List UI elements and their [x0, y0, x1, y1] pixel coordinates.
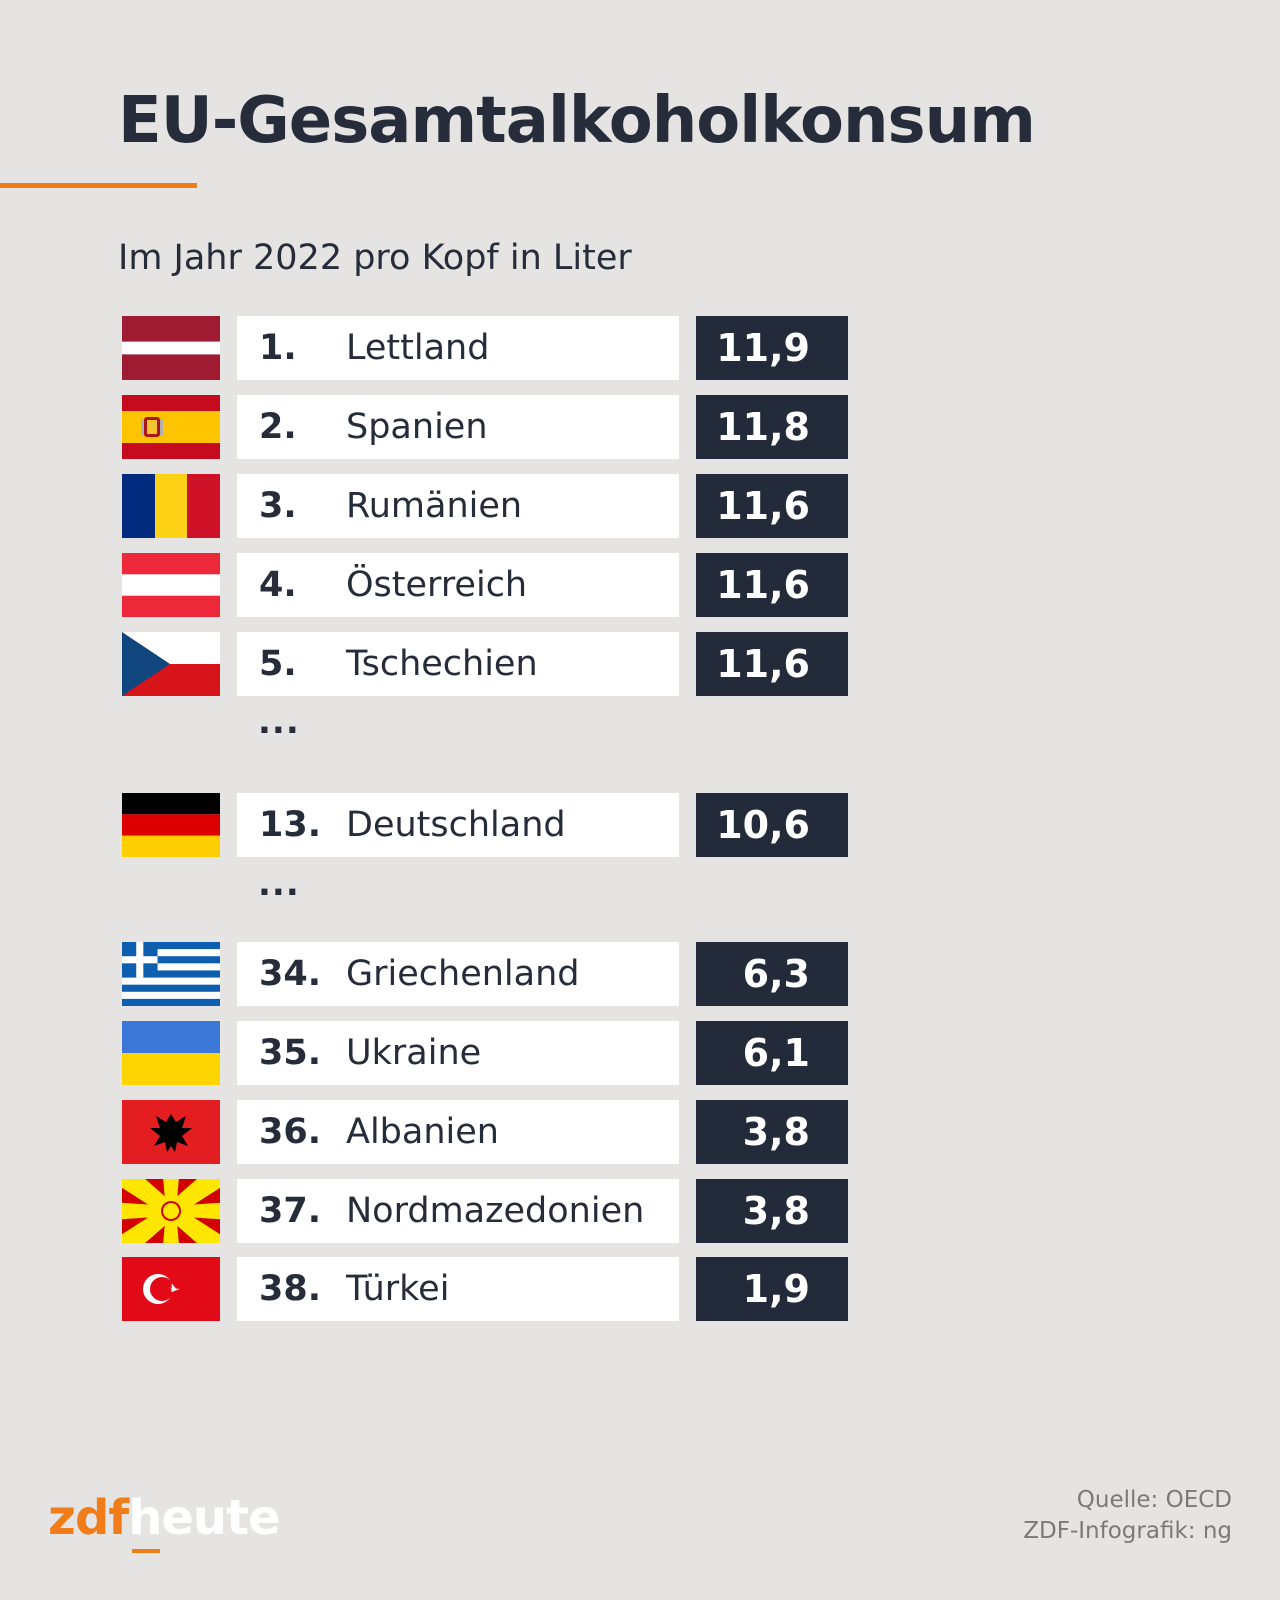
country-name: Albanien [346, 1112, 499, 1152]
value-label: 11,6 [716, 484, 810, 528]
value-cell: 11,8 [696, 395, 848, 459]
value-label: 11,8 [716, 405, 810, 449]
value-label: 1,9 [742, 1267, 810, 1311]
value-cell: 11,9 [696, 316, 848, 380]
country-name: Tschechien [346, 644, 538, 684]
country-name: Griechenland [346, 954, 580, 994]
value-label: 11,6 [716, 563, 810, 607]
country-cell: 5. Tschechien [237, 632, 679, 696]
flag-greece-icon [122, 942, 220, 1006]
flag-romania-icon [122, 474, 220, 538]
rank-label: 38. [259, 1269, 322, 1309]
rank-label: 36. [259, 1112, 322, 1152]
value-cell: 3,8 [696, 1100, 848, 1164]
chart-subtitle: Im Jahr 2022 pro Kopf in Liter [118, 238, 632, 278]
rank-label: 34. [259, 954, 322, 994]
flag-germany-icon [122, 793, 220, 857]
country-cell: 3. Rumänien [237, 474, 679, 538]
country-cell: 35. Ukraine [237, 1021, 679, 1085]
value-cell: 6,1 [696, 1021, 848, 1085]
value-label: 6,1 [742, 1031, 810, 1075]
table-row: 35. Ukraine 6,1 [0, 1021, 1280, 1085]
rank-label: 13. [259, 805, 322, 845]
country-cell: 38. Türkei [237, 1257, 679, 1321]
country-name: Lettland [346, 328, 490, 368]
value-cell: 11,6 [696, 632, 848, 696]
country-name: Ukraine [346, 1033, 482, 1073]
table-row: 1. Lettland 11,9 [0, 316, 1280, 380]
country-name: Nordmazedonien [346, 1191, 645, 1231]
flag-ukraine-icon [122, 1021, 220, 1085]
country-cell: 2. Spanien [237, 395, 679, 459]
country-name: Österreich [346, 565, 528, 605]
flag-austria-icon [122, 553, 220, 617]
value-label: 11,9 [716, 326, 810, 370]
value-label: 3,8 [742, 1189, 810, 1233]
table-row: 36. Albanien 3,8 [0, 1100, 1280, 1164]
value-cell: 1,9 [696, 1257, 848, 1321]
ellipsis-gap-2: ... [258, 864, 300, 904]
table-row: 34. Griechenland 6,3 [0, 942, 1280, 1006]
ellipsis-gap-1: ... [258, 702, 300, 742]
rank-label: 3. [259, 486, 297, 526]
source-credit: Quelle: OECD [1076, 1487, 1232, 1513]
country-cell: 4. Österreich [237, 553, 679, 617]
value-label: 11,6 [716, 642, 810, 686]
rank-label: 4. [259, 565, 297, 605]
country-cell: 13. Deutschland [237, 793, 679, 857]
author-credit: ZDF-Infografik: ng [1023, 1518, 1232, 1544]
rank-label: 2. [259, 407, 297, 447]
flag-turkey-icon [122, 1257, 220, 1321]
value-cell: 6,3 [696, 942, 848, 1006]
accent-line [0, 183, 197, 188]
zdfheute-logo: zdfheute [48, 1490, 281, 1546]
country-cell: 36. Albanien [237, 1100, 679, 1164]
table-row: 5. Tschechien 11,6 [0, 632, 1280, 696]
rank-label: 1. [259, 328, 297, 368]
value-cell: 11,6 [696, 553, 848, 617]
logo-underline [132, 1549, 160, 1553]
country-cell: 37. Nordmazedonien [237, 1179, 679, 1243]
table-row: 13. Deutschland 10,6 [0, 793, 1280, 857]
credits: Quelle: OECD ZDF-Infografik: ng [1023, 1485, 1232, 1547]
country-cell: 34. Griechenland [237, 942, 679, 1006]
value-label: 6,3 [742, 952, 810, 996]
value-label: 3,8 [742, 1110, 810, 1154]
logo-heute: heute [128, 1490, 280, 1546]
country-name: Deutschland [346, 805, 566, 845]
country-name: Rumänien [346, 486, 523, 526]
value-cell: 3,8 [696, 1179, 848, 1243]
logo-zdf: zdf [48, 1490, 129, 1546]
table-row: 3. Rumänien 11,6 [0, 474, 1280, 538]
rank-label: 5. [259, 644, 297, 684]
table-row: 38. Türkei 1,9 [0, 1257, 1280, 1321]
table-row: 2. Spanien 11,8 [0, 395, 1280, 459]
flag-czechia-icon [122, 632, 220, 696]
flag-latvia-icon [122, 316, 220, 380]
table-row: 4. Österreich 11,6 [0, 553, 1280, 617]
value-label: 10,6 [716, 803, 810, 847]
rank-label: 37. [259, 1191, 322, 1231]
country-name: Spanien [346, 407, 488, 447]
flag-spain-icon [122, 395, 220, 459]
value-cell: 11,6 [696, 474, 848, 538]
chart-title: EU-Gesamtalkoholkonsum [118, 84, 1036, 158]
table-row: 37. Nordmazedonien 3,8 [0, 1179, 1280, 1243]
country-name: Türkei [346, 1269, 450, 1309]
rank-label: 35. [259, 1033, 322, 1073]
flag-north-macedonia-icon [122, 1179, 220, 1243]
country-cell: 1. Lettland [237, 316, 679, 380]
value-cell: 10,6 [696, 793, 848, 857]
flag-albania-icon [122, 1100, 220, 1164]
